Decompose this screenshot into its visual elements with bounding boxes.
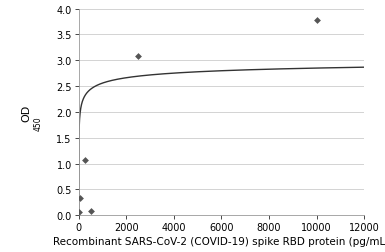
Point — [82, 158, 88, 162]
Text: 450: 450 — [34, 116, 43, 131]
X-axis label: Recombinant SARS-CoV-2 (COVID-19) spike RBD protein (pg/mL): Recombinant SARS-CoV-2 (COVID-19) spike … — [53, 237, 385, 246]
Point — [76, 210, 82, 214]
Point — [313, 19, 320, 23]
Point — [135, 54, 141, 58]
Point — [77, 197, 83, 201]
Point — [87, 209, 94, 213]
Text: OD: OD — [21, 104, 31, 121]
